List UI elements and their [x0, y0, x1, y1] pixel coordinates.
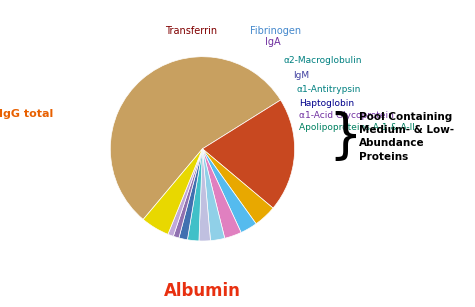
Text: }: } [329, 111, 362, 163]
Text: Fibrinogen: Fibrinogen [250, 26, 302, 37]
Text: Albumin: Albumin [164, 282, 241, 301]
Wedge shape [202, 149, 273, 224]
Wedge shape [173, 149, 202, 238]
Text: α2-Macroglobulin: α2-Macroglobulin [284, 56, 362, 65]
Wedge shape [188, 149, 202, 241]
Wedge shape [202, 149, 256, 232]
Wedge shape [168, 149, 202, 236]
Text: Pool Containing
Medium- & Low-
Abundance
Proteins: Pool Containing Medium- & Low- Abundance… [359, 112, 454, 162]
Text: Apolipoproteins A-1 & A-II: Apolipoproteins A-1 & A-II [299, 123, 415, 132]
Wedge shape [110, 57, 281, 220]
Wedge shape [199, 149, 210, 241]
Wedge shape [202, 149, 241, 238]
Text: α1-Acid Glycoprotein: α1-Acid Glycoprotein [299, 111, 394, 120]
Text: IgA: IgA [265, 37, 281, 48]
Text: IgM: IgM [293, 71, 309, 80]
Text: Transferrin: Transferrin [165, 26, 218, 37]
Wedge shape [179, 149, 202, 240]
Wedge shape [202, 100, 294, 208]
Text: Haptoglobin: Haptoglobin [299, 99, 354, 108]
Text: IgG total: IgG total [0, 109, 53, 119]
Wedge shape [202, 149, 225, 241]
Wedge shape [143, 149, 202, 234]
Text: α1-Antitrypsin: α1-Antitrypsin [296, 85, 361, 94]
